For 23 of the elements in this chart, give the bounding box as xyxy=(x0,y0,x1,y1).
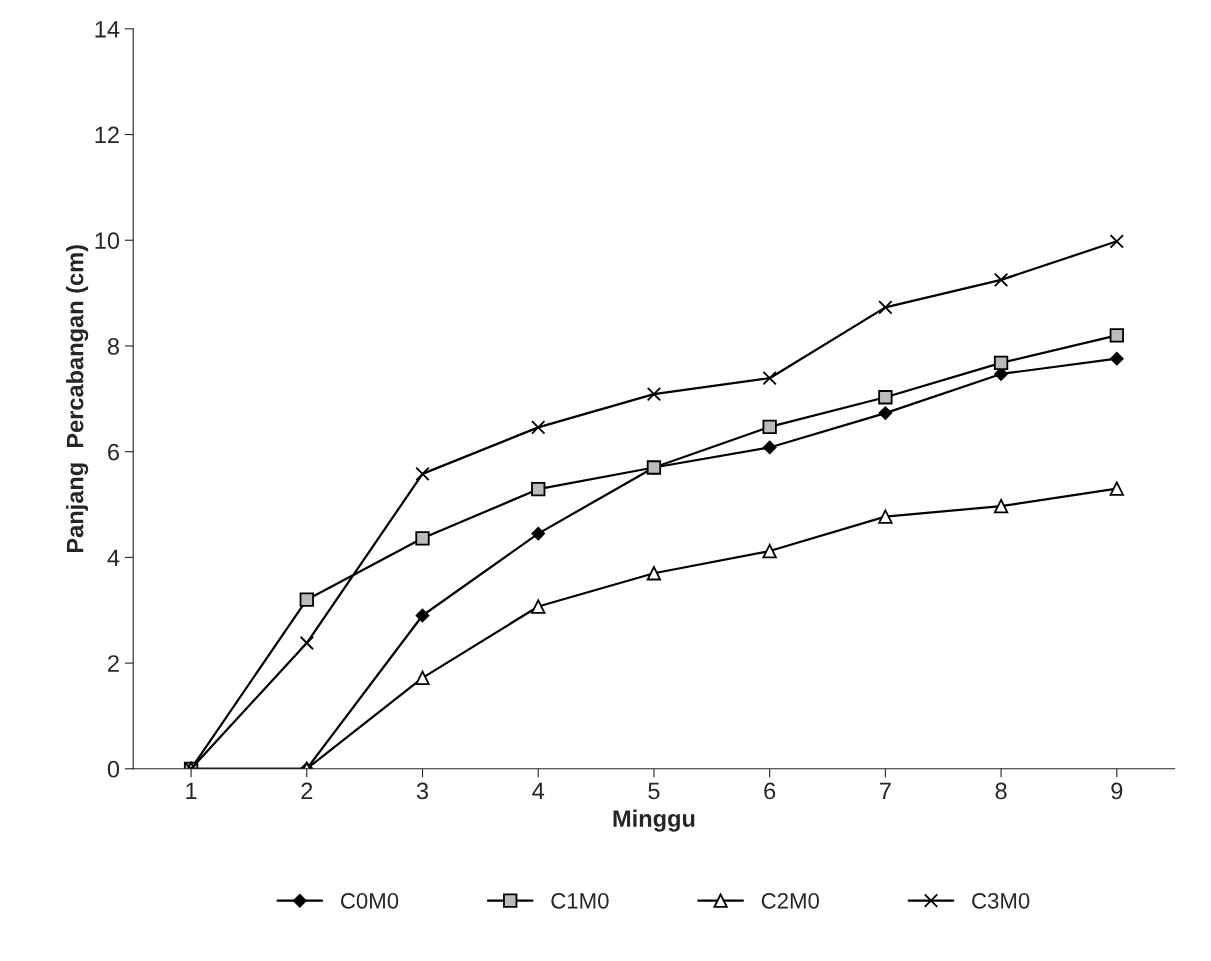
legend-label: C3M0 xyxy=(972,892,1030,909)
y-tick-label: 2 xyxy=(108,655,119,672)
x-tick-label: 5 xyxy=(648,782,660,800)
legend-label: C2M0 xyxy=(761,892,820,909)
y-tick-label: 6 xyxy=(108,443,119,461)
x-tick-label: 8 xyxy=(995,782,1007,800)
x-tick-label: 4 xyxy=(532,782,545,800)
y-tick-label: 12 xyxy=(95,126,119,144)
y-tick-label: 4 xyxy=(107,549,120,566)
x-tick-label: 6 xyxy=(764,782,776,800)
y-tick-label: 10 xyxy=(95,232,120,250)
x-tick-label: 3 xyxy=(416,782,429,800)
legend-label: C1M0 xyxy=(551,892,609,909)
y-tick-label: 8 xyxy=(107,338,119,355)
x-axis-title: Minggu xyxy=(613,809,695,832)
y-tick-label: 14 xyxy=(95,21,120,38)
x-tick-label: 2 xyxy=(301,782,313,800)
x-tick-label: 7 xyxy=(880,782,891,800)
x-tick-label: 1 xyxy=(186,782,197,800)
y-tick-label: 0 xyxy=(107,760,120,778)
x-tick-label: 9 xyxy=(1111,782,1123,800)
legend-label: C0M0 xyxy=(340,892,399,909)
y-axis-title: Panjang Percabangan (cm) xyxy=(66,245,89,553)
